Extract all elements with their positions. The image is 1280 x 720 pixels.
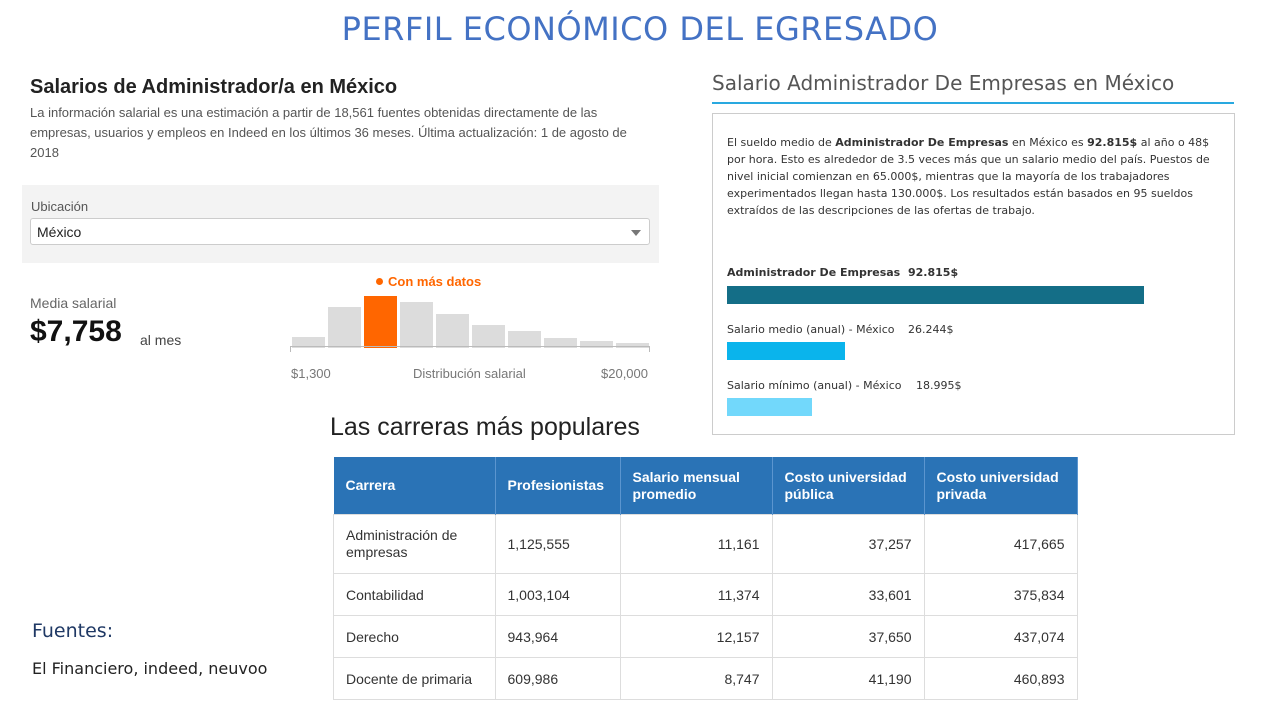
histogram-bar [616, 343, 649, 348]
histogram-tick-left [290, 346, 291, 352]
cell-monthly-salary: 11,374 [619, 573, 773, 616]
neuvoo-description: El sueldo medio de Administrador De Empr… [727, 134, 1227, 219]
cell-career: Administración de empresas [333, 514, 496, 574]
cell-professionals: 1,003,104 [494, 573, 621, 616]
cell-private-cost: 417,665 [923, 514, 1078, 574]
careers-title: Las carreras más populares [330, 413, 640, 441]
histogram-min-label: $1,300 [291, 366, 331, 381]
histogram-bar-highlight [364, 296, 397, 348]
histogram-baseline [290, 346, 650, 347]
location-select[interactable]: México [30, 218, 650, 245]
average-salary-unit: al mes [140, 332, 182, 348]
neuvoo-bar-minimum [727, 398, 812, 416]
histogram-bar [544, 338, 577, 348]
neuvoo-title-rule [712, 102, 1234, 104]
cell-private-cost: 375,834 [923, 573, 1078, 616]
histogram-bar [472, 325, 505, 348]
neuvoo-bar-label-job: Administrador De Empresas [727, 266, 901, 279]
slide-title: PERFIL ECONÓMICO DEL EGRESADO [341, 10, 939, 48]
average-salary-value: $7,758 [30, 315, 122, 348]
histogram-bar [436, 314, 469, 348]
cell-monthly-salary: 8,747 [619, 657, 773, 700]
cell-career: Derecho [333, 615, 496, 658]
desc-amount: 92.815$ [1087, 136, 1138, 149]
neuvoo-bar-value-average: 26.244$ [908, 323, 954, 336]
desc-post: al año o 48$ por hora. Esto es alrededor… [727, 136, 1210, 217]
neuvoo-bar-job [727, 286, 1144, 304]
header-public-cost: Costo universidad pública [772, 457, 925, 515]
histogram-max-label: $20,000 [601, 366, 648, 381]
desc-pre: El sueldo medio de [727, 136, 836, 149]
header-private-cost: Costo universidad privada [924, 457, 1078, 515]
cell-monthly-salary: 12,157 [619, 615, 773, 658]
table-row: Contabilidad 1,003,104 11,374 33,601 375… [333, 573, 1078, 616]
location-label: Ubicación [31, 199, 89, 214]
neuvoo-title: Salario Administrador De Empresas en Méx… [712, 71, 1175, 95]
cell-monthly-salary: 11,161 [619, 514, 773, 574]
careers-table: Carrera Profesionistas Salario mensual p… [333, 457, 1078, 700]
table-row: Derecho 943,964 12,157 37,650 437,074 [333, 615, 1078, 658]
cell-private-cost: 460,893 [923, 657, 1078, 700]
sources-text: El Financiero, indeed, neuvoo [32, 659, 268, 678]
cell-career: Contabilidad [333, 573, 496, 616]
cell-public-cost: 41,190 [771, 657, 925, 700]
indeed-title: Salarios de Administrador/a en México [30, 76, 398, 98]
highlight-text: Con más datos [388, 274, 482, 289]
desc-job: Administrador De Empresas [835, 136, 1009, 149]
table-row: Docente de primaria 609,986 8,747 41,190… [333, 657, 1078, 700]
cell-professionals: 609,986 [494, 657, 621, 700]
dot-icon [376, 278, 383, 285]
histogram-highlight-label: Con más datos [376, 274, 481, 289]
average-salary-label: Media salarial [30, 295, 117, 311]
histogram-bar [580, 341, 613, 348]
salary-histogram [288, 290, 652, 348]
neuvoo-bar-value-job: 92.815$ [908, 266, 959, 279]
neuvoo-bar-label-minimum: Salario mínimo (anual) - México [727, 379, 902, 392]
location-filter: Ubicación México [22, 185, 659, 263]
chevron-down-icon [631, 230, 641, 236]
cell-public-cost: 33,601 [771, 573, 925, 616]
cell-career: Docente de primaria [333, 657, 496, 700]
neuvoo-card: El sueldo medio de Administrador De Empr… [712, 113, 1235, 435]
table-header-row: Carrera Profesionistas Salario mensual p… [333, 457, 1078, 515]
cell-professionals: 1,125,555 [494, 514, 621, 574]
sources-title: Fuentes: [32, 620, 114, 642]
header-career: Carrera [333, 457, 496, 515]
cell-private-cost: 437,074 [923, 615, 1078, 658]
histogram-bar [292, 337, 325, 348]
cell-public-cost: 37,257 [771, 514, 925, 574]
desc-mid: en México es [1008, 136, 1088, 149]
table-row: Administración de empresas 1,125,555 11,… [333, 514, 1078, 574]
neuvoo-bar-label-average: Salario medio (anual) - México [727, 323, 895, 336]
histogram-caption: Distribución salarial [413, 366, 526, 381]
location-value: México [37, 224, 82, 240]
indeed-description: La información salarial es una estimació… [30, 105, 627, 160]
cell-professionals: 943,964 [494, 615, 621, 658]
header-monthly-salary: Salario mensual promedio [620, 457, 773, 515]
histogram-tick-right [649, 346, 650, 352]
histogram-bar [508, 331, 541, 348]
neuvoo-bar-average [727, 342, 845, 360]
neuvoo-bar-value-minimum: 18.995$ [916, 379, 962, 392]
cell-public-cost: 37,650 [771, 615, 925, 658]
header-professionals: Profesionistas [495, 457, 621, 515]
histogram-bar [400, 302, 433, 348]
histogram-bar [328, 307, 361, 348]
